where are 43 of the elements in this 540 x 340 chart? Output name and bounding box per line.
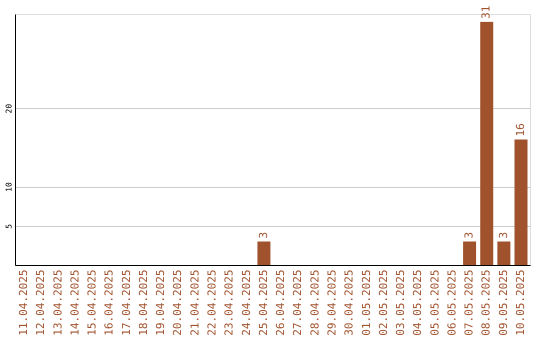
x-tick-label: 19.04.2025 (154, 270, 168, 336)
x-tick-label: 01.05.2025 (360, 270, 373, 336)
x-tick-label: 30.04.2025 (342, 270, 356, 336)
x-tick-label: 27.04.2025 (291, 270, 304, 336)
x-tick-label: 15.04.2025 (86, 270, 99, 336)
data-label: 3 (462, 232, 476, 238)
x-tick-label: 26.04.2025 (274, 270, 288, 336)
x-tick-label: 08.05.2025 (480, 270, 493, 336)
x-tick-label: 12.04.2025 (34, 270, 48, 336)
bar (257, 241, 270, 265)
y-tick-label: 20 (4, 104, 14, 114)
x-tick-label: 23.04.2025 (222, 270, 236, 336)
x-tick-label: 17.04.2025 (120, 270, 133, 336)
bar (480, 22, 494, 265)
data-label: 3 (256, 232, 270, 238)
x-tick-label: 04.05.2025 (411, 270, 424, 336)
x-tick-label: 11.04.2025 (17, 270, 30, 336)
x-tick-label: 22.04.2025 (206, 270, 219, 336)
x-tick-label: 24.04.2025 (240, 270, 253, 336)
x-tick-label: 06.05.2025 (445, 270, 458, 336)
x-tick-label: 10.05.2025 (514, 270, 528, 336)
x-tick-label: 21.04.2025 (188, 270, 202, 336)
y-tick-label: 5 (4, 224, 14, 229)
y-tick-label: 10 (4, 182, 14, 192)
x-tick-label: 13.04.2025 (51, 270, 64, 336)
x-tick-label: 14.04.2025 (68, 270, 82, 336)
bar (497, 241, 510, 265)
x-tick-label: 29.04.2025 (325, 270, 338, 336)
x-tick-label: 09.05.2025 (496, 270, 510, 336)
x-tick-label: 16.04.2025 (102, 270, 116, 336)
bar (514, 140, 528, 265)
data-label: 3 (496, 232, 510, 238)
data-label: 16 (514, 123, 528, 136)
x-tick-label: 05.05.2025 (428, 270, 442, 336)
x-tick-label: 18.04.2025 (136, 270, 150, 336)
x-tick-label: 28.04.2025 (308, 270, 322, 336)
x-tick-label: 07.05.2025 (462, 270, 476, 336)
x-tick-label: 03.05.2025 (394, 270, 408, 336)
x-tick-label: 25.04.2025 (256, 270, 270, 336)
data-label: 31 (480, 6, 493, 19)
x-tick-label: 02.05.2025 (376, 270, 390, 336)
x-tick-label: 20.04.2025 (171, 270, 184, 336)
bar (463, 241, 476, 265)
